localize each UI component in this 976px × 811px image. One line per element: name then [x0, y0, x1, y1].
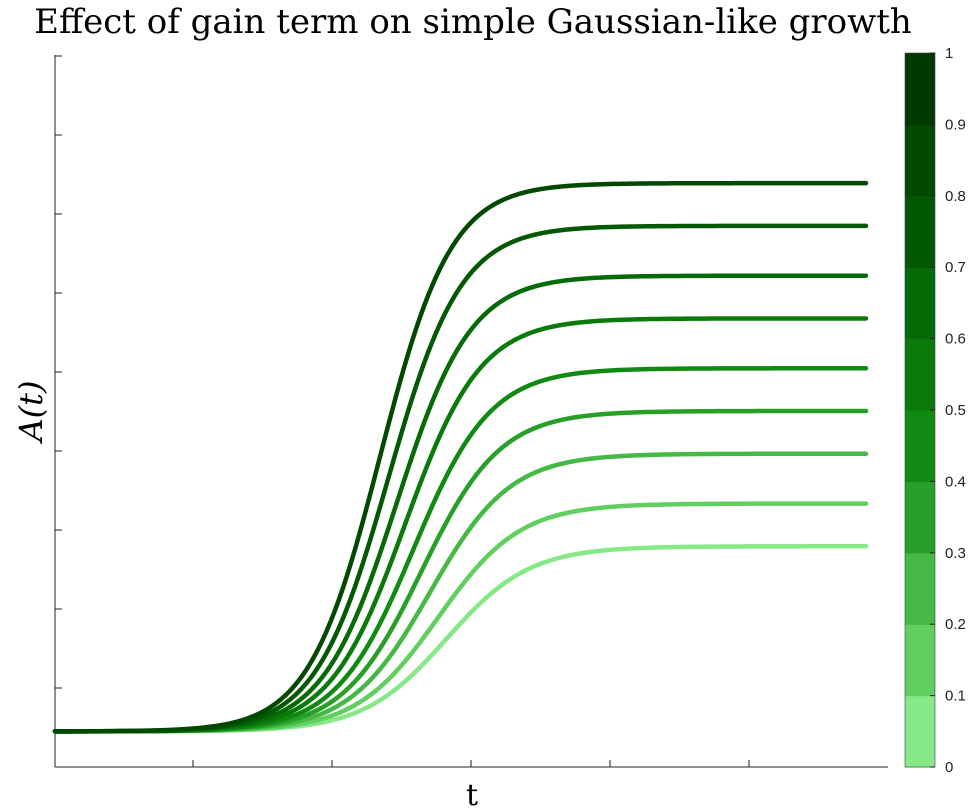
series-line-gain-0.5	[52, 366, 869, 734]
colorbar-tick-label: 1	[945, 45, 953, 62]
series-line-gain-0.8	[52, 223, 869, 734]
colorbar-segment	[905, 624, 935, 697]
chart-title: Effect of gain term on simple Gaussian-l…	[34, 2, 912, 42]
colorbar-tick-label: 0.7	[945, 259, 966, 276]
series-line-gain-0.2	[52, 501, 869, 734]
colorbar-segment	[905, 410, 935, 482]
colorbar-segment	[905, 53, 935, 125]
colorbar-segment	[905, 267, 935, 340]
colorbar-tick-label: 0.9	[945, 116, 966, 133]
x-axis-label: t	[466, 778, 478, 811]
colorbar-tick-label: 0.3	[945, 545, 966, 562]
plot-area	[52, 55, 888, 768]
colorbar-segment	[905, 338, 935, 411]
series-line-gain-0.9	[52, 180, 869, 734]
colorbar-segments	[904, 52, 936, 768]
colorbar-segment	[905, 124, 935, 197]
colorbar: 0 0.1 0.2 0.3 0.4 0.5 0.6 0.7 0.8 0.9 1	[904, 45, 966, 776]
colorbar-tick-label: 0.6	[945, 331, 966, 348]
x-ticks	[192, 760, 750, 767]
colorbar-segment	[905, 195, 935, 268]
series-line-gain-0.6	[52, 316, 869, 734]
curves	[52, 180, 869, 734]
colorbar-segment	[905, 481, 935, 554]
colorbar-tick-label: 0.8	[945, 188, 966, 205]
colorbar-tick-label: 0.2	[945, 616, 966, 633]
y-axis-label: A(t)	[12, 381, 50, 445]
y-ticks	[55, 55, 62, 689]
series-line-gain-0.1	[52, 544, 869, 734]
series-line-gain-0.4	[52, 408, 869, 734]
colorbar-tick-label: 0.1	[945, 688, 966, 705]
colorbar-segment	[905, 552, 935, 625]
colorbar-ticks: 0 0.1 0.2 0.3 0.4 0.5 0.6 0.7 0.8 0.9 1	[930, 45, 966, 776]
colorbar-tick-label: 0.4	[945, 473, 966, 490]
colorbar-segment	[905, 695, 935, 768]
colorbar-tick-label: 0	[945, 759, 953, 776]
colorbar-tick-label: 0.5	[945, 402, 966, 419]
